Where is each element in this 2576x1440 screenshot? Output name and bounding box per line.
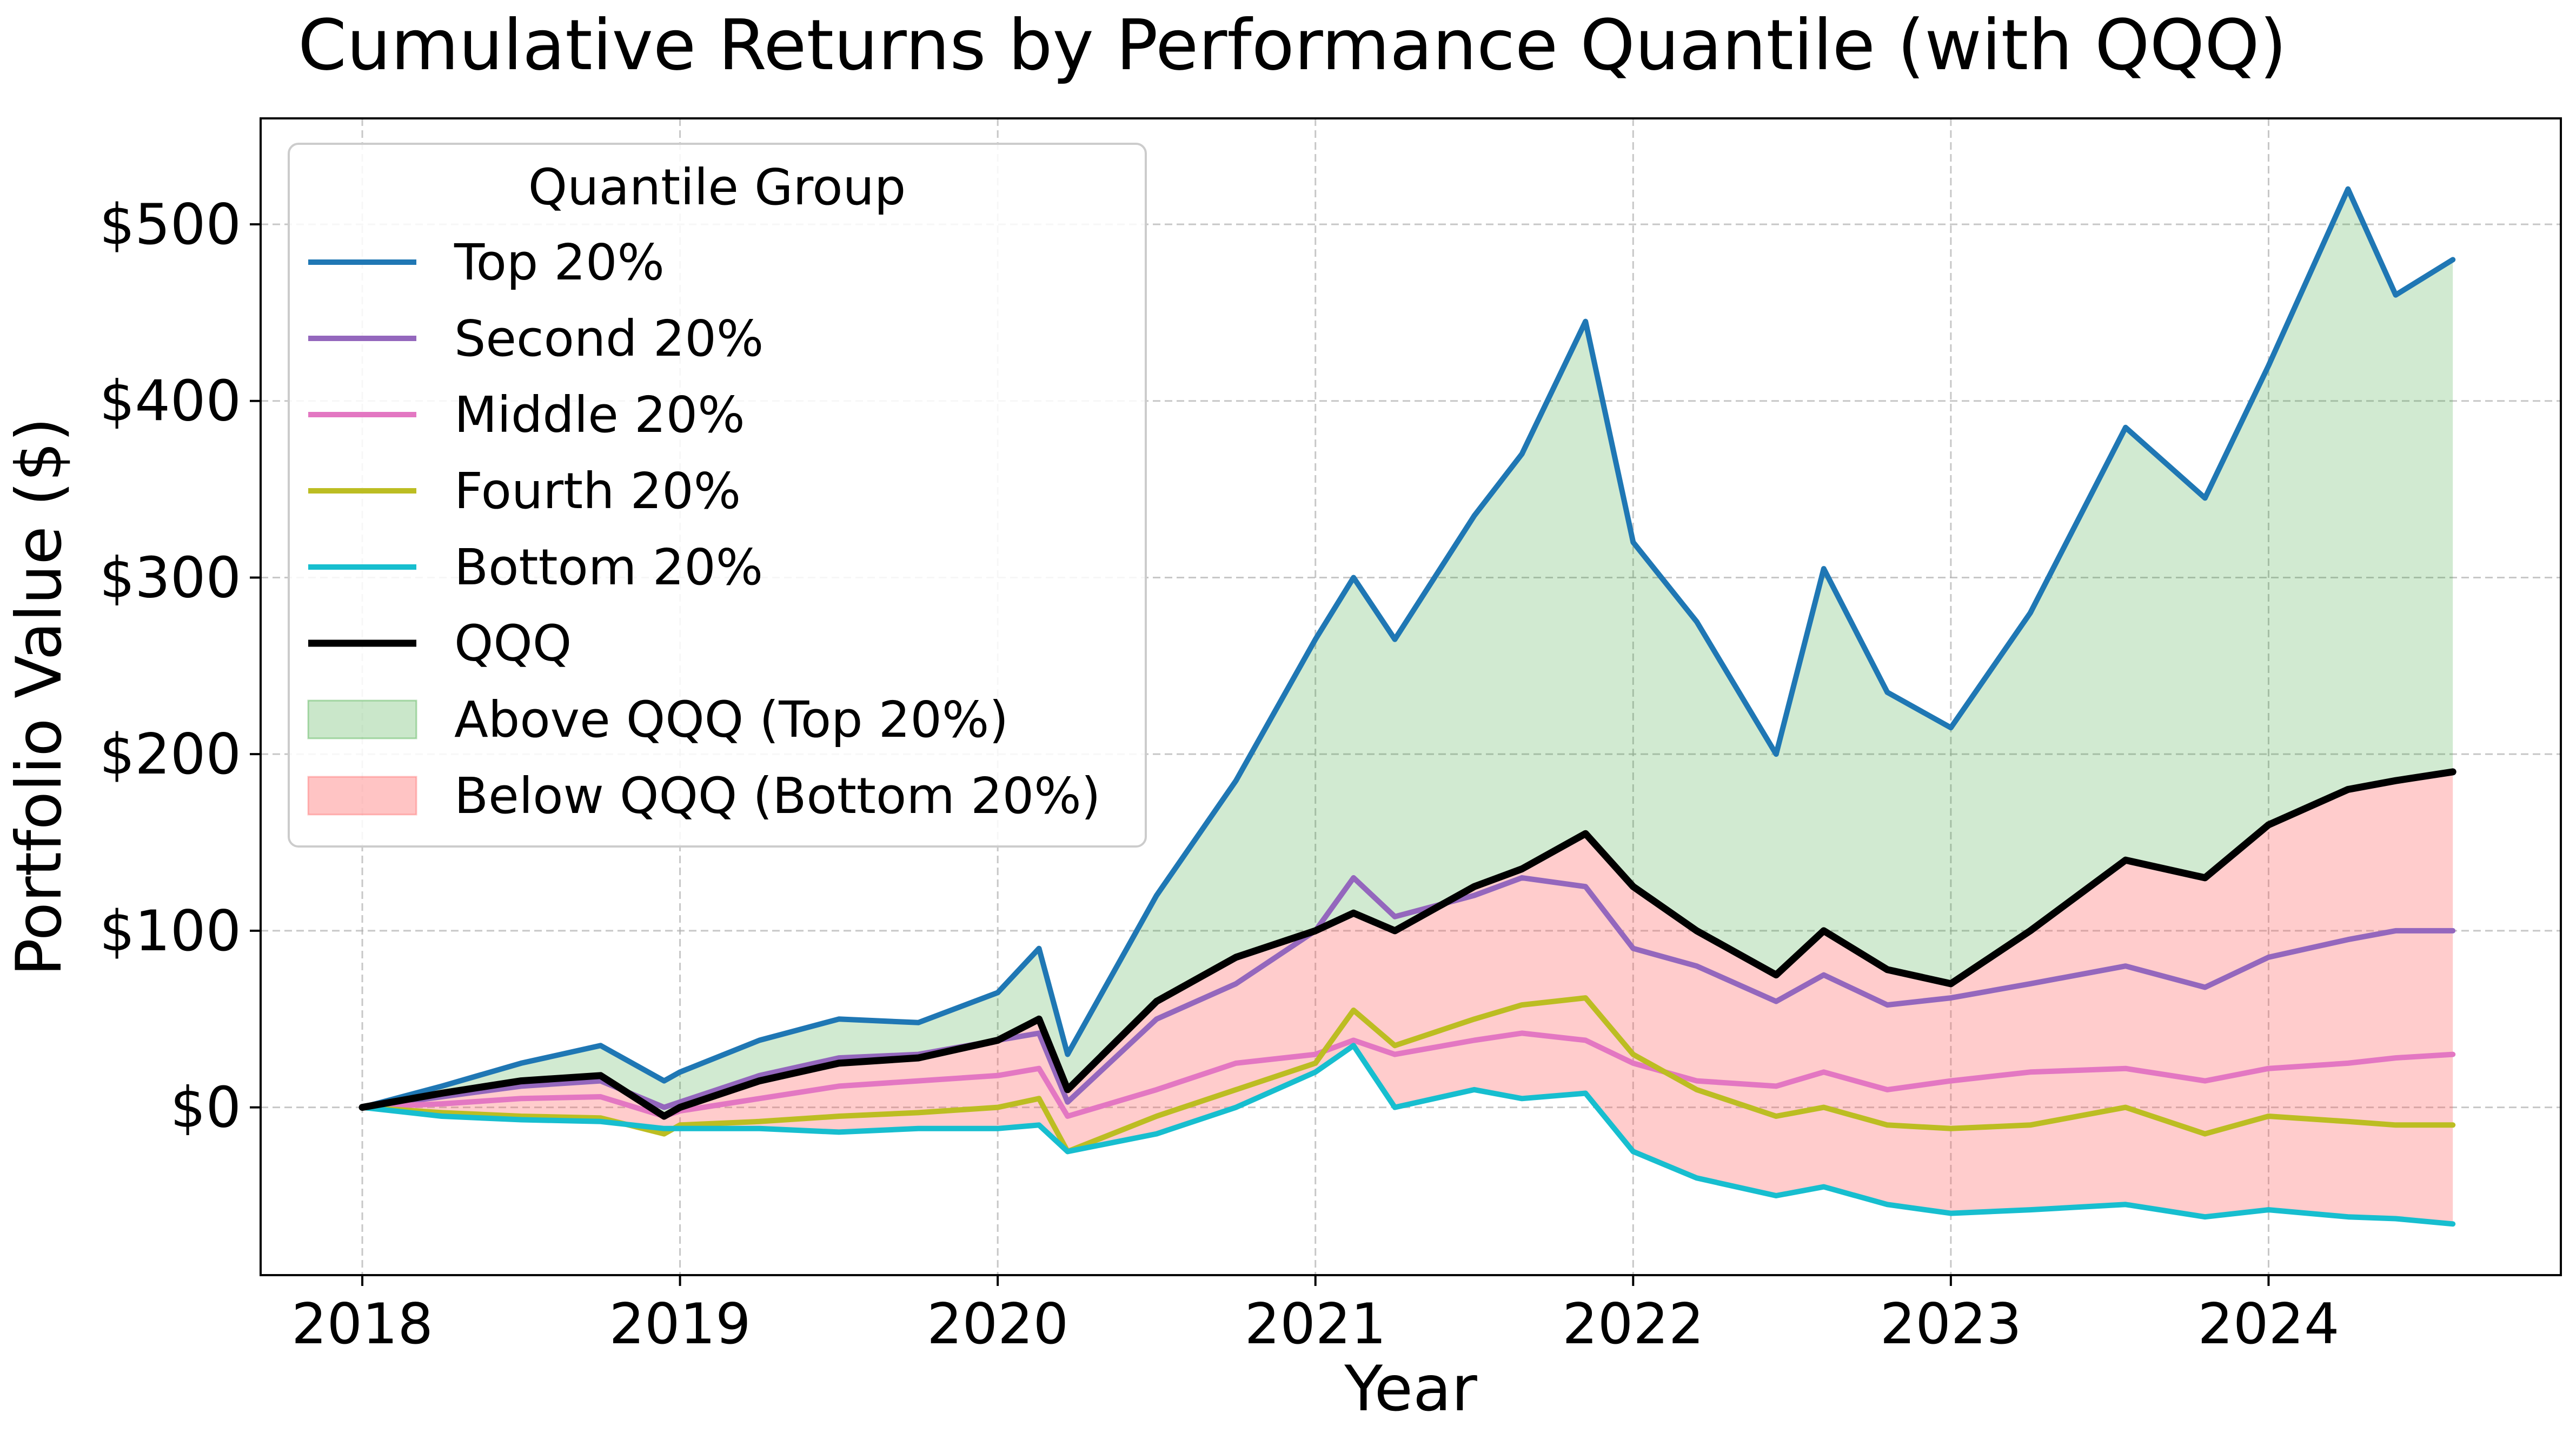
x-tick-label-2021: 2021 xyxy=(1245,1292,1386,1357)
legend-label-fourth-20: Fourth 20% xyxy=(454,462,741,520)
series-line-fourth-20 xyxy=(360,995,2456,1155)
series-line-middle-20 xyxy=(360,1030,2456,1119)
legend-label-qqq: QQQ xyxy=(454,615,572,672)
legend-entry-top-20: Top 20% xyxy=(308,234,665,291)
series-line-bottom-20 xyxy=(360,1043,2456,1227)
y-tick-label-0: $0 xyxy=(170,1076,241,1141)
legend-label-second-20: Second 20% xyxy=(454,310,763,368)
legend-label-top-20: Top 20% xyxy=(454,234,665,291)
x-tick-label-2024: 2024 xyxy=(2197,1292,2339,1357)
y-tick-label-400: $400 xyxy=(99,369,241,434)
y-tick-label-100: $100 xyxy=(99,899,241,964)
legend-entry-above-qqq-top-20: Above QQQ (Top 20%) xyxy=(307,691,1008,749)
legend-entry-qqq: QQQ xyxy=(308,615,572,672)
x-axis-label: Year xyxy=(1344,1352,1477,1425)
y-tick-label-500: $500 xyxy=(99,192,241,257)
fill-above-qqq-top-20 xyxy=(362,189,2453,1117)
chart-title: Cumulative Returns by Performance Quanti… xyxy=(298,5,2287,86)
legend-entry-middle-20: Middle 20% xyxy=(308,386,745,444)
x-tick-label-2018: 2018 xyxy=(291,1292,433,1357)
x-tick-label-2019: 2019 xyxy=(609,1292,751,1357)
fill-areas xyxy=(362,189,2453,1224)
y-axis-label: Portfolio Value ($) xyxy=(3,417,76,976)
legend-entry-fourth-20: Fourth 20% xyxy=(308,462,741,520)
legend-title: Quantile Group xyxy=(528,158,906,216)
legend-label-below-qqq-bottom-20: Below QQQ (Bottom 20%) xyxy=(454,767,1101,825)
legend-label-above-qqq-top-20: Above QQQ (Top 20%) xyxy=(454,691,1008,749)
y-tick-label-300: $300 xyxy=(99,545,241,610)
series-line-top-20 xyxy=(360,186,2456,1110)
legend-swatch-below-qqq-bottom-20 xyxy=(307,776,417,816)
legend-entries: Top 20% Second 20% Middle 20% Fourth 20% Bot… xyxy=(307,234,1101,825)
y-tick-label-200: $200 xyxy=(99,722,241,787)
x-axis-ticks: 2018 2019 2020 2021 2022 2023 2024 xyxy=(291,1275,2340,1357)
y-axis-ticks: $0 $100 $200 $300 $400 $500 xyxy=(99,192,261,1141)
series-lines xyxy=(358,186,2457,1227)
legend-label-bottom-20: Bottom 20% xyxy=(454,538,763,596)
x-tick-label-2020: 2020 xyxy=(927,1292,1068,1357)
plot-frame xyxy=(260,117,2562,1276)
legend: Quantile Group Top 20% Second 20% Middle 2… xyxy=(288,143,1147,848)
fill-below-qqq-bottom-20 xyxy=(362,771,2453,1224)
legend-box xyxy=(288,143,1147,848)
legend-swatch-above-qqq-top-20 xyxy=(307,699,417,739)
legend-entry-second-20: Second 20% xyxy=(308,310,763,368)
legend-entry-bottom-20: Bottom 20% xyxy=(308,538,763,596)
legend-label-middle-20: Middle 20% xyxy=(454,386,745,444)
x-tick-label-2022: 2022 xyxy=(1562,1292,1704,1357)
legend-entry-below-qqq-bottom-20: Below QQQ (Bottom 20%) xyxy=(307,767,1101,825)
series-line-qqq xyxy=(358,768,2457,1120)
x-tick-label-2023: 2023 xyxy=(1880,1292,2022,1357)
series-line-second-20 xyxy=(360,875,2456,1110)
